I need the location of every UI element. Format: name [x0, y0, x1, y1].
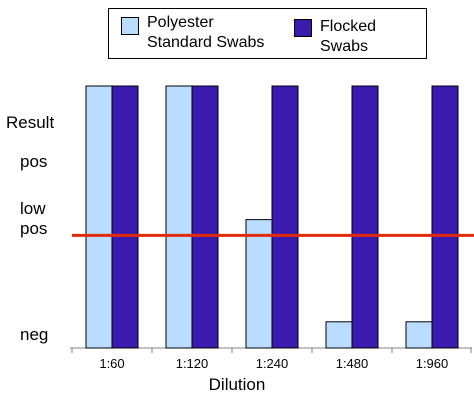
bar-flocked-3	[351, 85, 379, 349]
y-label-result: Result	[6, 113, 55, 132]
x-tick-label: 1:240	[256, 356, 289, 371]
bar-polyester-2	[245, 219, 273, 349]
x-tick-label: 1:120	[176, 356, 209, 371]
legend-label-polyester: Polyester Standard Swabs	[147, 14, 265, 51]
x-tick-label: 1:480	[336, 356, 369, 371]
x-ticks-group: 1:60 1:120 1:240 1:480 1:960	[71, 348, 472, 371]
x-axis-title: Dilution	[208, 375, 266, 394]
bar-flocked-1	[191, 85, 219, 349]
legend-label-flocked: Flocked Swabs	[320, 18, 377, 55]
x-tick-label: 1:60	[99, 356, 124, 371]
legend-swatch-flocked	[294, 19, 312, 37]
y-label-pos: pos	[20, 152, 48, 171]
bar-flocked-2	[271, 85, 299, 349]
bar-flocked-0	[111, 85, 139, 349]
y-label-neg: neg	[20, 325, 49, 344]
bar-polyester-1	[165, 85, 193, 349]
bars-group	[85, 85, 459, 349]
bar-flocked-4	[431, 85, 459, 349]
bar-polyester-0	[85, 85, 113, 349]
x-tick-label: 1:960	[416, 356, 449, 371]
legend-swatch-polyester	[121, 17, 139, 35]
y-label-low-pos: low pos	[20, 199, 48, 238]
legend: Polyester Standard Swabs Flocked Swabs	[108, 8, 427, 59]
bar-polyester-3	[325, 321, 353, 349]
bar-polyester-4	[405, 321, 433, 349]
